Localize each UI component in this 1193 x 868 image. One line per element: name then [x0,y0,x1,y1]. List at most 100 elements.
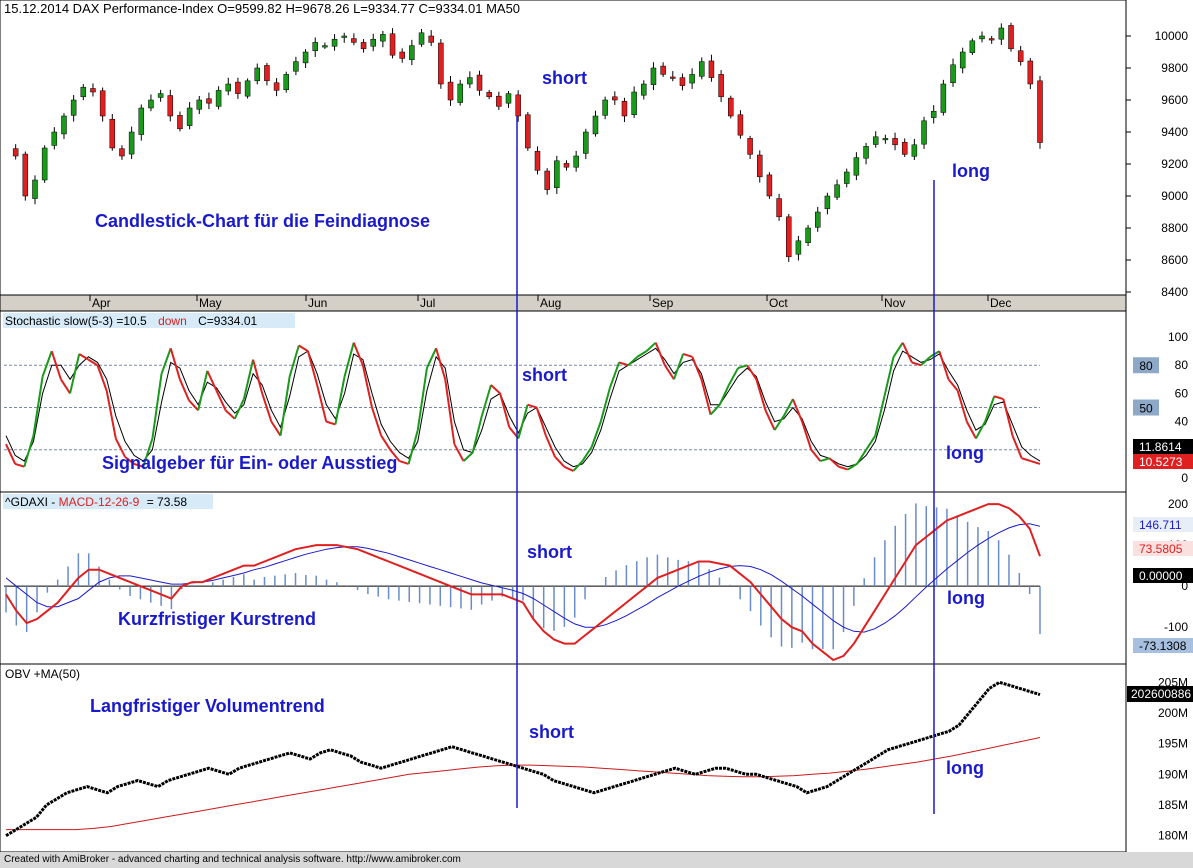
stoch-k-segment [801,421,813,451]
stoch-k-segment [1002,398,1014,436]
candle-body [409,45,415,60]
candle-body [757,154,763,178]
candle-body [148,99,154,109]
y-axis-area [1126,0,1193,852]
obv-y-tick-label: 200M [1158,706,1188,720]
candle-body [1037,80,1043,143]
stoch-k-segment [160,347,172,375]
stoch-panel [0,310,1127,493]
stoch-k-segment [371,407,383,437]
obv-y-tick-label: 190M [1158,767,1188,781]
footer-credit: Created with AmiBroker - advanced charti… [0,852,1193,868]
candle-body [679,77,686,86]
candle-body [380,34,386,42]
candle-body [351,38,357,43]
month-label: Sep [652,296,674,310]
stoch-k-segment [865,435,877,451]
stoch-k-segment [169,348,181,380]
price-y-tick-label: 9000 [1161,189,1188,203]
candle-body [486,92,492,98]
month-label: Dec [990,296,1011,310]
stoch-k-segment [32,376,44,436]
candle-body [215,90,222,107]
stoch-k-segment [673,353,685,380]
candle-body [225,83,232,92]
stoch-y-tick-label: 40 [1175,415,1189,429]
candle-body [853,157,860,176]
candle-body [882,138,889,141]
macd-value-box [1133,541,1193,556]
stoch-k-segment [490,384,501,395]
stoch-k-segment [480,384,492,417]
candle-body [157,93,164,98]
stoch-k-segment [41,350,53,377]
macd-value-box [1133,568,1193,583]
candle-body [998,27,1005,40]
candle-body [399,51,405,59]
stoch-k-segment [984,395,996,422]
stoch-k-segment [206,370,218,392]
candle-body [99,90,106,117]
stoch-k-segment [517,404,529,439]
stoch-k-segment [755,379,767,411]
candle-body [273,82,280,91]
stoch-k-segment [261,393,273,422]
candle-body [12,148,19,157]
candle-body [389,33,396,56]
candle-body [331,38,338,47]
candle-body [438,42,444,85]
candle-body [534,150,541,171]
month-axis [0,294,1127,312]
obv-y-tick-label: 195M [1158,737,1188,751]
stoch-k-segment [224,409,236,420]
annotation-obv: Langfristiger Volumentrend [90,696,325,716]
candle-body [293,61,299,72]
stoch-k-segment [920,356,931,366]
stoch-value-label: 10.5273 [1139,455,1183,469]
candle-body [467,77,473,85]
macd-value-label: 73.5805 [1139,542,1183,556]
stoch-k-segment [270,421,282,437]
obv-y-tick-label: 180M [1158,829,1188,843]
obv-value-label: 202600886 [1131,687,1191,701]
candle-body [921,120,927,145]
stoch-y-tick-label: 80 [1175,358,1189,372]
macd-y-tick-label: 0 [1181,579,1188,593]
macd-value-box [1133,638,1193,653]
stoch-k-segment [810,449,822,462]
obv-line [5,680,1041,837]
candle-body [544,170,550,190]
candle-body [476,74,483,91]
candle-body [834,184,840,198]
macd-value: = 73.58 [147,495,188,509]
stoch-k-segment [746,364,758,380]
stoch-k-segment [426,347,437,369]
stoch-k-segment [544,435,556,458]
stoch-k-segment [773,415,785,431]
macd-value-box [1133,517,1193,532]
macd-value-label: -73.1308 [1139,639,1187,653]
stoch-k-segment [151,373,163,439]
candle-body [370,38,376,47]
stoch-k-segment [462,451,474,462]
candle-body [573,155,579,168]
stoch-k-segment [124,456,135,465]
stoch-k-segment [838,465,849,471]
candle-body [70,99,77,116]
stoch-value-box [1133,439,1193,454]
stoch-k-segment [306,350,319,386]
candle-body [728,97,734,117]
stoch-level-label: 80 [1139,359,1153,373]
stoch-k-segment [252,359,264,394]
stoch-k-segment [78,353,89,361]
stoch-k-segment [636,350,648,358]
stoch-k-segment [288,345,300,377]
stoch-k-segment [5,443,17,465]
stoch-down-label: down [158,314,187,328]
candle-body [51,131,58,146]
candle-body [283,74,289,91]
annotation-macd: Kurzfristiger Kurstrend [118,609,316,629]
stoch-k-segment [828,457,840,468]
stoch-k-segment [416,367,428,431]
obv-y-tick-label: 185M [1158,798,1188,812]
